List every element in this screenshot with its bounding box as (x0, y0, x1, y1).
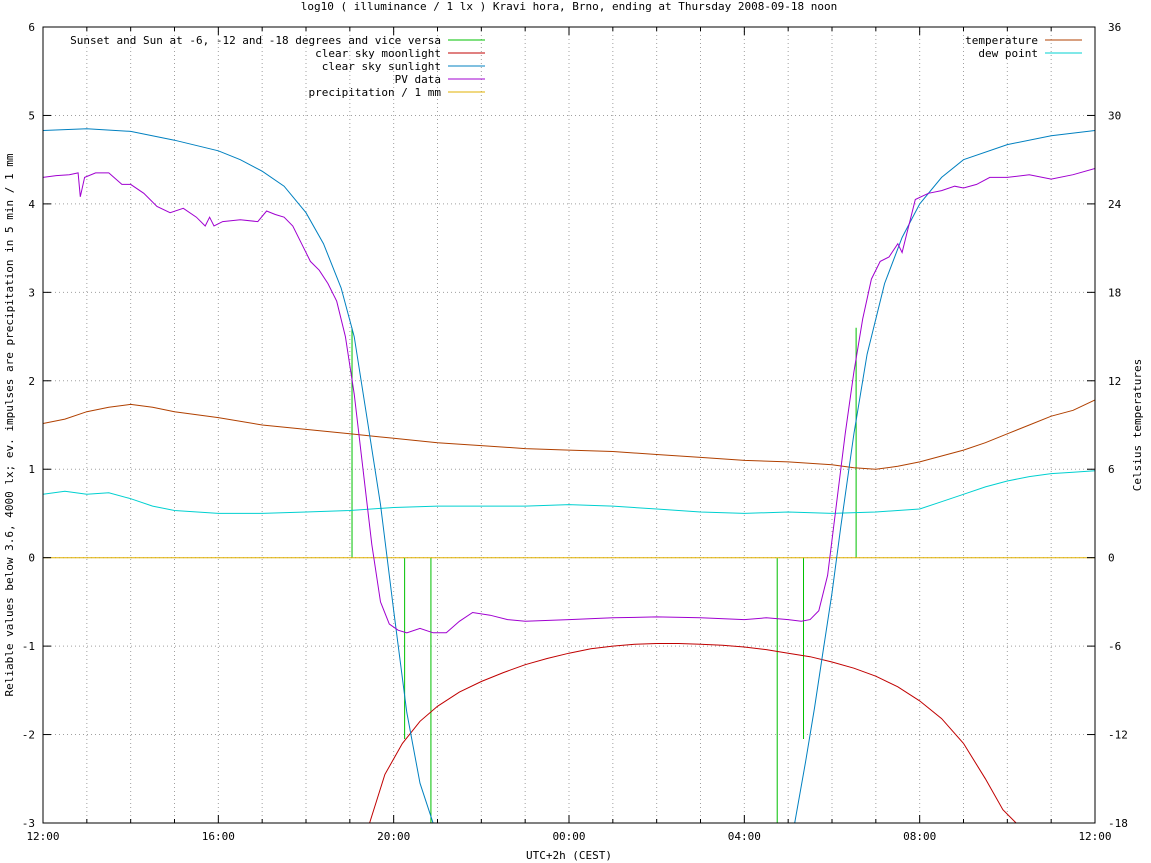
x-axis-label: UTC+2h (CEST) (526, 849, 612, 862)
tick-marks (42, 26, 1096, 824)
y2-tick-label: 24 (1108, 198, 1122, 211)
series-line-pv-data (43, 168, 1095, 634)
y-tick-label: 1 (28, 463, 35, 476)
y2-tick-label: -6 (1108, 640, 1121, 653)
series-layer (43, 128, 1095, 823)
series-line-clear-sky-sunlight (43, 128, 1095, 823)
x-tick-label: 08:00 (903, 830, 936, 843)
y2-tick-label: 0 (1108, 552, 1115, 565)
x-tick-label: 00:00 (552, 830, 585, 843)
y2-tick-label: 6 (1108, 463, 1115, 476)
series-line-clear-sky-moonlight (369, 643, 1017, 823)
x-tick-label: 20:00 (377, 830, 410, 843)
y2-tick-label: 12 (1108, 375, 1121, 388)
y-tick-label: 2 (28, 375, 35, 388)
legend-entry-label: dew point (978, 47, 1038, 60)
legend-left: Sunset and Sun at -6, -12 and -18 degree… (70, 34, 485, 99)
legend-entry-label: PV data (395, 73, 441, 86)
chart-title: log10 ( illuminance / 1 lx ) Kravi hora,… (301, 0, 837, 13)
tick-labels: 12:00 16:00 20:00 00:00 04:00 08:00 12:00-3-2-… (22, 21, 1128, 843)
series-line-dew-point (43, 470, 1095, 514)
x-tick-label: 12:00 (1078, 830, 1111, 843)
x-tick-label: 04:00 (728, 830, 761, 843)
y-tick-label: -3 (22, 817, 35, 830)
x-tick-label: 12:00 (26, 830, 59, 843)
y2-tick-label: -18 (1108, 817, 1128, 830)
legend-entry-label: clear sky sunlight (322, 60, 441, 73)
y-tick-label: 4 (28, 198, 35, 211)
y2-axis-label: Celsius temperatures (1131, 359, 1144, 491)
y-axis-label: Reliable values below 3.6, 4000 lx; ev. … (3, 153, 16, 696)
y-tick-label: 3 (28, 286, 35, 299)
y2-tick-label: 18 (1108, 286, 1121, 299)
y-tick-label: -1 (22, 640, 35, 653)
legend-entry-label: precipitation / 1 mm (309, 86, 442, 99)
y2-tick-label: 36 (1108, 21, 1121, 34)
y2-tick-label: 30 (1108, 109, 1121, 122)
x-tick-label: 16:00 (202, 830, 235, 843)
y2-tick-label: -12 (1108, 729, 1128, 742)
legend-entry-label: Sunset and Sun at -6, -12 and -18 degree… (70, 34, 441, 47)
y-tick-label: -2 (22, 729, 35, 742)
legend-entry-label: temperature (965, 34, 1038, 47)
legend-entry-label: clear sky moonlight (315, 47, 441, 60)
y-tick-label: 0 (28, 552, 35, 565)
y-tick-label: 5 (28, 109, 35, 122)
y-tick-label: 6 (28, 21, 35, 34)
series-line-temperature (43, 399, 1095, 470)
